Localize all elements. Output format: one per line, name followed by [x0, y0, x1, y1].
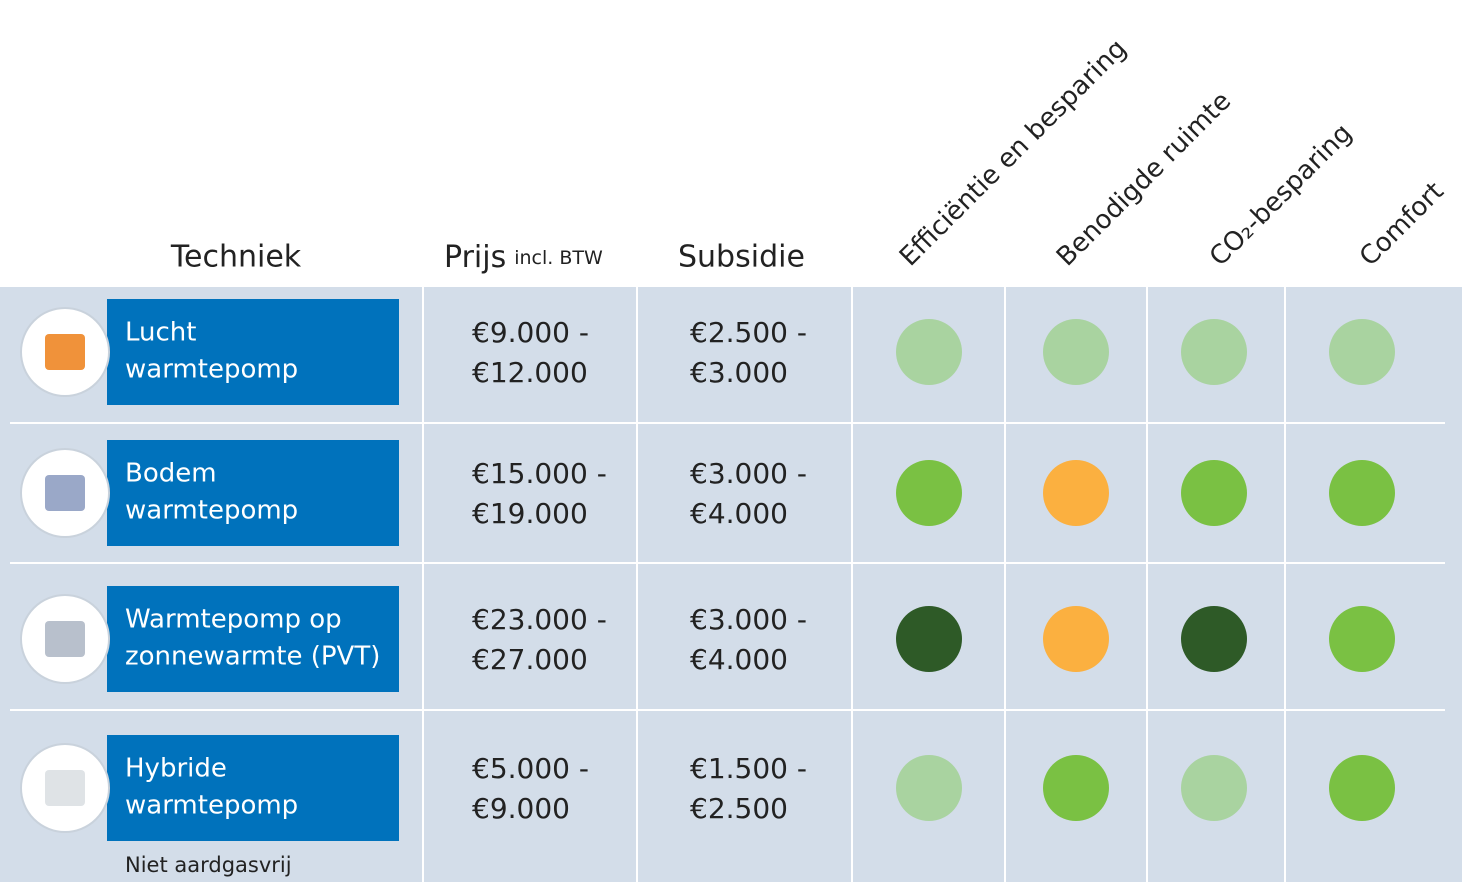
rating-dot — [1181, 755, 1247, 821]
price: €12.000 — [472, 356, 588, 389]
technique-box — [107, 735, 399, 841]
rating-dot — [1329, 606, 1395, 672]
price: €23.000 - — [472, 603, 607, 636]
technique-icon-shape — [45, 475, 85, 511]
header-technique: Techniek — [170, 240, 302, 275]
rating-dot — [1043, 460, 1109, 526]
header-price: Prijs incl. BTW — [444, 240, 603, 275]
rating-dot — [1329, 755, 1395, 821]
price: €27.000 — [472, 643, 588, 676]
price: €15.000 - — [472, 457, 607, 490]
price: €5.000 - — [472, 752, 589, 785]
header-price-note: incl. BTW — [514, 247, 603, 269]
price: €9.000 - — [472, 316, 589, 349]
price: €9.000 — [472, 792, 570, 825]
rating-dot — [1043, 755, 1109, 821]
subsidy: €4.000 — [690, 497, 788, 530]
comparison-table: TechniekPrijsincl. BTWSubsidieEfficiënti… — [0, 0, 1462, 882]
subsidy: €2.500 — [690, 792, 788, 825]
rating-dot — [1329, 319, 1395, 385]
header-price-label: Prijs — [444, 240, 506, 275]
technique-note: Niet aardgasvrij — [125, 853, 292, 877]
technique-name: Warmtepomp op — [125, 605, 342, 635]
subsidy: €4.000 — [690, 643, 788, 676]
technique-icon-shape — [45, 770, 85, 806]
price: €19.000 — [472, 497, 588, 530]
subsidy: €3.000 - — [690, 603, 807, 636]
header-criterion: Benodigde ruimte — [1051, 86, 1237, 272]
technique-box — [107, 299, 399, 405]
technique-name: zonnewarmte (PVT) — [125, 642, 380, 672]
header-criterion: Comfort — [1354, 177, 1450, 273]
rating-dot — [1043, 606, 1109, 672]
technique-icon-shape — [45, 334, 85, 370]
technique-icon-shape — [45, 621, 85, 657]
rating-dot — [896, 460, 962, 526]
technique-name: warmtepomp — [125, 791, 298, 821]
header-criterion: CO₂-besparing — [1204, 118, 1358, 272]
technique-name: Lucht — [125, 318, 196, 348]
rating-dot — [1329, 460, 1395, 526]
technique-box — [107, 440, 399, 546]
rating-dot — [1181, 319, 1247, 385]
rating-dot — [1043, 319, 1109, 385]
technique-name: Bodem — [125, 459, 217, 489]
rating-dot — [1181, 460, 1247, 526]
subsidy: €2.500 - — [690, 316, 807, 349]
subsidy: €3.000 - — [690, 457, 807, 490]
rating-dot — [896, 755, 962, 821]
header-subsidy: Subsidie — [678, 240, 805, 275]
subsidy: €1.500 - — [690, 752, 807, 785]
technique-name: warmtepomp — [125, 496, 298, 526]
technique-name: Hybride — [125, 754, 227, 784]
rating-dot — [896, 606, 962, 672]
subsidy: €3.000 — [690, 356, 788, 389]
rating-dot — [896, 319, 962, 385]
rating-dot — [1181, 606, 1247, 672]
technique-box — [107, 586, 399, 692]
technique-name: warmtepomp — [125, 355, 298, 385]
